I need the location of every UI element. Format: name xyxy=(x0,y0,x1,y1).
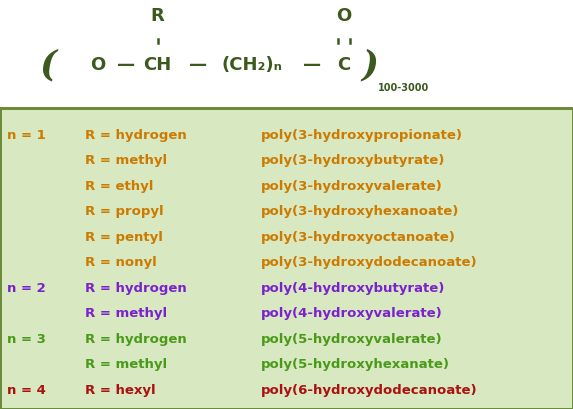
Text: n = 2: n = 2 xyxy=(7,282,46,295)
Text: R = nonyl: R = nonyl xyxy=(85,256,156,269)
Text: R = pentyl: R = pentyl xyxy=(85,231,163,244)
Text: poly(6-hydroxydodecanoate): poly(6-hydroxydodecanoate) xyxy=(261,384,477,397)
Text: n = 4: n = 4 xyxy=(7,384,46,397)
Text: —: — xyxy=(117,56,135,74)
Text: poly(5-hydroxyhexanate): poly(5-hydroxyhexanate) xyxy=(261,358,450,371)
Text: n = 1: n = 1 xyxy=(7,129,46,142)
Text: n = 3: n = 3 xyxy=(7,333,46,346)
Text: poly(4-hydroxybutyrate): poly(4-hydroxybutyrate) xyxy=(261,282,445,295)
Text: 100-3000: 100-3000 xyxy=(378,83,429,93)
Text: poly(5-hydroxyvalerate): poly(5-hydroxyvalerate) xyxy=(261,333,442,346)
Text: (: ( xyxy=(40,48,57,83)
Text: R = propyl: R = propyl xyxy=(85,205,163,218)
Text: R = methyl: R = methyl xyxy=(85,155,167,167)
Text: poly(4-hydroxyvalerate): poly(4-hydroxyvalerate) xyxy=(261,307,442,320)
Text: CH: CH xyxy=(143,56,172,74)
Text: R = methyl: R = methyl xyxy=(85,307,167,320)
Text: poly(3-hydroxyoctanoate): poly(3-hydroxyoctanoate) xyxy=(261,231,456,244)
Text: R = methyl: R = methyl xyxy=(85,358,167,371)
Text: O: O xyxy=(90,56,105,74)
Text: poly(3-hydroxyhexanoate): poly(3-hydroxyhexanoate) xyxy=(261,205,459,218)
Text: poly(3-hydroxybutyrate): poly(3-hydroxybutyrate) xyxy=(261,155,445,167)
Text: ): ) xyxy=(361,48,378,83)
Text: R = hexyl: R = hexyl xyxy=(85,384,155,397)
Text: R = hydrogen: R = hydrogen xyxy=(85,129,187,142)
Text: C: C xyxy=(337,56,351,74)
Text: R = ethyl: R = ethyl xyxy=(85,180,153,193)
Text: R = hydrogen: R = hydrogen xyxy=(85,333,187,346)
Text: poly(3-hydroxydodecanoate): poly(3-hydroxydodecanoate) xyxy=(261,256,477,269)
Text: —: — xyxy=(303,56,321,74)
Text: (CH₂)ₙ: (CH₂)ₙ xyxy=(222,56,282,74)
Text: R = hydrogen: R = hydrogen xyxy=(85,282,187,295)
Text: —: — xyxy=(189,56,207,74)
Text: O: O xyxy=(336,7,351,25)
FancyBboxPatch shape xyxy=(0,108,573,409)
Text: R: R xyxy=(151,7,164,25)
Text: poly(3-hydroxyvalerate): poly(3-hydroxyvalerate) xyxy=(261,180,442,193)
Text: poly(3-hydroxypropionate): poly(3-hydroxypropionate) xyxy=(261,129,463,142)
